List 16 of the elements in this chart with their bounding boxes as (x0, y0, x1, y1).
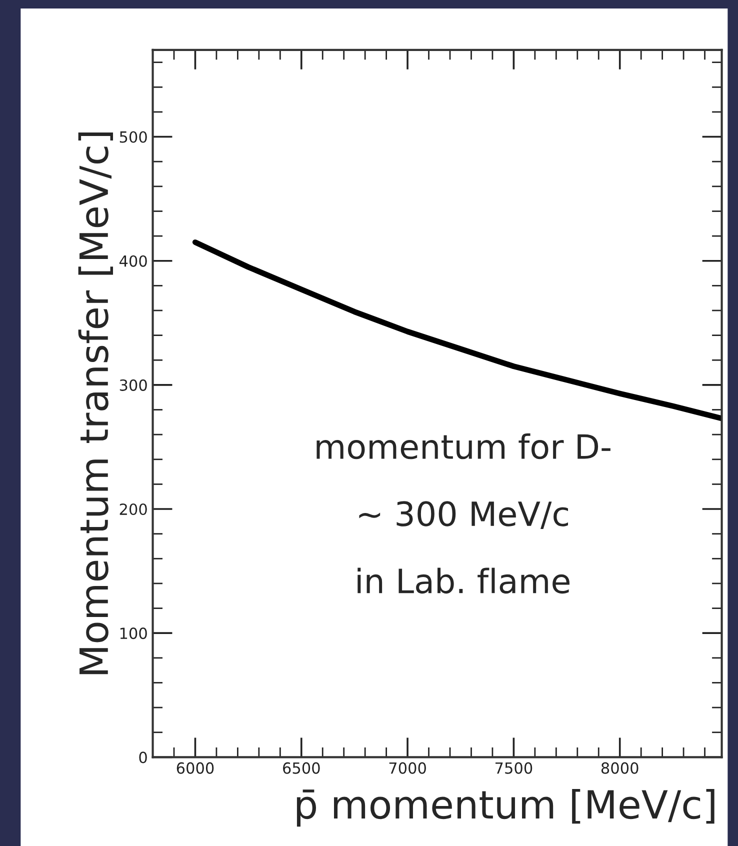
y-tick-label: 200 (120, 503, 147, 516)
x-tick-label: 7000 (389, 762, 426, 774)
x-axis-title: p̄ momentum [MeV/c] (296, 788, 714, 827)
x-tick-label: 8000 (601, 762, 638, 774)
annotation: ~ 300 MeV/c (359, 501, 568, 529)
y-axis-title: Momentum transfer [MeV/c] (78, 132, 114, 674)
y-tick-label: 0 (139, 752, 147, 764)
y-tick-label: 500 (120, 131, 147, 143)
y-tick-label: 100 (120, 628, 147, 640)
annotation: momentum for D- (316, 433, 610, 460)
annotation: in Lab. flame (358, 568, 570, 594)
y-tick-label: 400 (119, 255, 147, 267)
y-tick-label: 300 (120, 379, 147, 391)
x-tick-label: 6500 (283, 762, 320, 774)
x-tick-label: 6000 (176, 762, 214, 774)
x-tick-label: 7500 (496, 762, 532, 774)
